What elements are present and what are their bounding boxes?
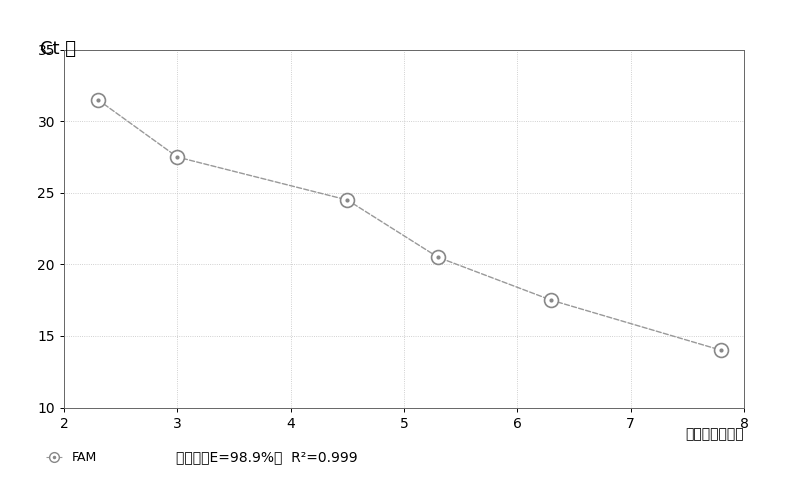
Text: 拷贝数的对数値: 拷贝数的对数値 (686, 427, 744, 441)
Text: 扩增效率E=98.9%，  R²=0.999: 扩增效率E=98.9%， R²=0.999 (176, 450, 358, 464)
Text: FAM: FAM (72, 451, 98, 464)
Text: Ct 値: Ct 値 (40, 40, 76, 58)
